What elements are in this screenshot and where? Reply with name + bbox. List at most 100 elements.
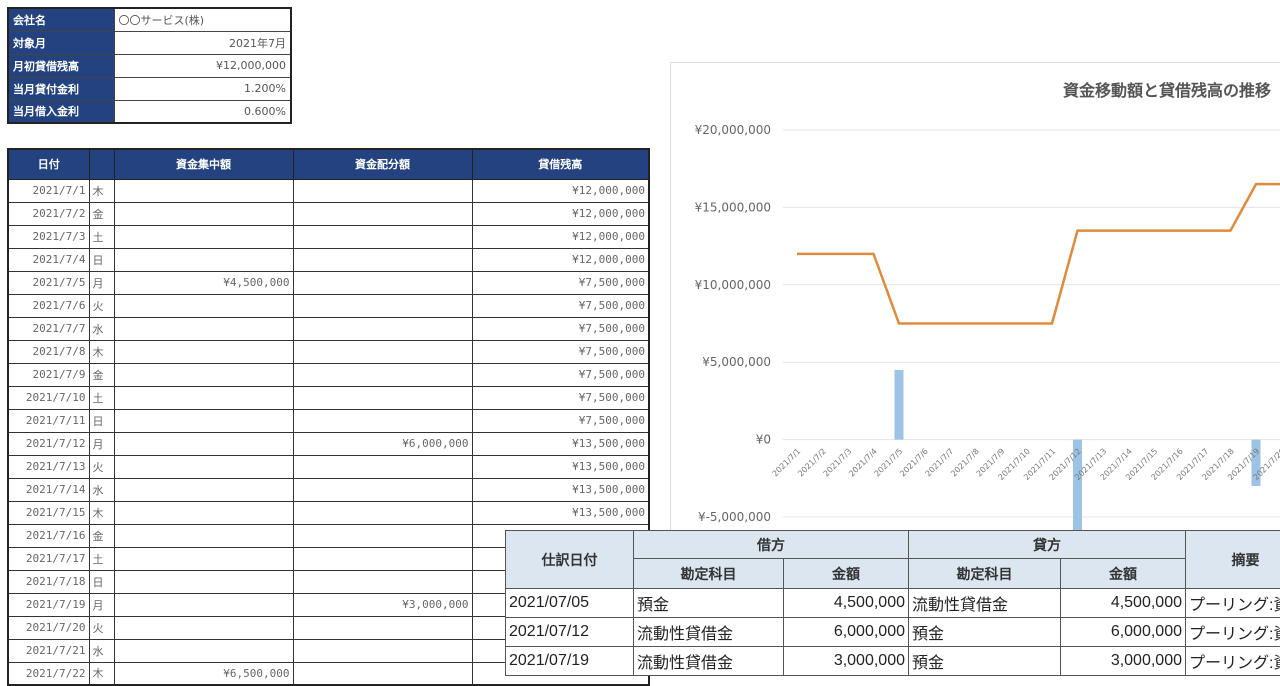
distribution-cell bbox=[293, 662, 472, 685]
header-debit-account: 勘定科目 bbox=[634, 559, 784, 589]
concentration-cell bbox=[114, 478, 293, 501]
concentration-cell bbox=[114, 363, 293, 386]
balance-cell: ¥13,500,000 bbox=[472, 501, 649, 524]
balance-cell: ¥7,500,000 bbox=[472, 409, 649, 432]
concentration-cell bbox=[114, 501, 293, 524]
header-debit-amount: 金額 bbox=[784, 559, 909, 589]
distribution-cell bbox=[293, 639, 472, 662]
weekday-cell: 土 bbox=[89, 547, 114, 570]
concentration-cell bbox=[114, 202, 293, 225]
summary: プーリング:資 bbox=[1186, 589, 1280, 618]
distribution-cell bbox=[293, 616, 472, 639]
weekday-cell: 水 bbox=[89, 317, 114, 340]
concentration-cell bbox=[114, 593, 293, 616]
concentration-cell bbox=[114, 455, 293, 478]
debit-account: 流動性貸借金 bbox=[634, 618, 784, 647]
weekday-cell: 木 bbox=[89, 501, 114, 524]
weekday-cell: 水 bbox=[89, 639, 114, 662]
distribution-cell bbox=[293, 271, 472, 294]
column-header: 日付 bbox=[8, 149, 89, 179]
y-tick-label: ¥5,000,000 bbox=[702, 355, 771, 369]
chart-svg: 資金移動額と貸借残高の推移¥20,000,000¥15,000,000¥10,0… bbox=[671, 63, 1280, 533]
distribution-cell bbox=[293, 248, 472, 271]
info-value: ¥12,000,000 bbox=[114, 54, 291, 77]
weekday-cell: 土 bbox=[89, 386, 114, 409]
date-cell: 2021/7/12 bbox=[8, 432, 89, 455]
credit-account: 流動性貸借金 bbox=[909, 589, 1061, 618]
balance-cell: ¥7,500,000 bbox=[472, 340, 649, 363]
distribution-cell bbox=[293, 547, 472, 570]
weekday-cell: 火 bbox=[89, 455, 114, 478]
summary: プーリング:資 bbox=[1186, 618, 1280, 647]
date-cell: 2021/7/19 bbox=[8, 593, 89, 616]
concentration-cell bbox=[114, 340, 293, 363]
date-cell: 2021/7/17 bbox=[8, 547, 89, 570]
weekday-cell: 月 bbox=[89, 593, 114, 616]
info-value: 2021年7月 bbox=[114, 31, 291, 54]
column-header bbox=[89, 149, 114, 179]
column-header: 資金配分額 bbox=[293, 149, 472, 179]
date-cell: 2021/7/16 bbox=[8, 524, 89, 547]
header-credit-account: 勘定科目 bbox=[909, 559, 1061, 589]
balance-chart: 資金移動額と貸借残高の推移¥20,000,000¥15,000,000¥10,0… bbox=[670, 62, 1280, 532]
weekday-cell: 金 bbox=[89, 524, 114, 547]
distribution-cell bbox=[293, 294, 472, 317]
concentration-cell bbox=[114, 432, 293, 455]
balance-cell: ¥12,000,000 bbox=[472, 225, 649, 248]
header-credit-amount: 金額 bbox=[1061, 559, 1186, 589]
journal-date: 2021/07/05 bbox=[506, 589, 634, 618]
weekday-cell: 土 bbox=[89, 225, 114, 248]
weekday-cell: 木 bbox=[89, 179, 114, 202]
debit-amount: 6,000,000 bbox=[784, 618, 909, 647]
balance-cell: ¥7,500,000 bbox=[472, 294, 649, 317]
journal-date: 2021/07/19 bbox=[506, 647, 634, 676]
date-cell: 2021/7/5 bbox=[8, 271, 89, 294]
distribution-cell bbox=[293, 570, 472, 593]
date-cell: 2021/7/11 bbox=[8, 409, 89, 432]
concentration-cell bbox=[114, 179, 293, 202]
distribution-cell bbox=[293, 455, 472, 478]
weekday-cell: 金 bbox=[89, 363, 114, 386]
info-label: 月初貸借残高 bbox=[8, 54, 114, 77]
distribution-cell bbox=[293, 386, 472, 409]
distribution-cell bbox=[293, 340, 472, 363]
bar bbox=[895, 370, 904, 440]
date-cell: 2021/7/20 bbox=[8, 616, 89, 639]
balance-cell: ¥13,500,000 bbox=[472, 432, 649, 455]
y-tick-label: ¥0 bbox=[756, 433, 771, 447]
header-journal-date: 仕訳日付 bbox=[506, 531, 634, 589]
balance-cell: ¥7,500,000 bbox=[472, 363, 649, 386]
date-cell: 2021/7/8 bbox=[8, 340, 89, 363]
concentration-cell bbox=[114, 409, 293, 432]
distribution-cell bbox=[293, 202, 472, 225]
concentration-cell bbox=[114, 639, 293, 662]
balance-cell: ¥12,000,000 bbox=[472, 202, 649, 225]
balance-cell: ¥13,500,000 bbox=[472, 455, 649, 478]
distribution-cell bbox=[293, 317, 472, 340]
info-label: 対象月 bbox=[8, 31, 114, 54]
concentration-cell: ¥6,500,000 bbox=[114, 662, 293, 685]
date-cell: 2021/7/14 bbox=[8, 478, 89, 501]
date-cell: 2021/7/2 bbox=[8, 202, 89, 225]
weekday-cell: 日 bbox=[89, 409, 114, 432]
concentration-cell bbox=[114, 248, 293, 271]
distribution-cell bbox=[293, 409, 472, 432]
header-summary: 摘要 bbox=[1186, 531, 1280, 589]
balance-cell: ¥12,000,000 bbox=[472, 248, 649, 271]
info-row: 会社名〇〇サービス(株) bbox=[8, 8, 291, 31]
distribution-cell: ¥6,000,000 bbox=[293, 432, 472, 455]
date-cell: 2021/7/15 bbox=[8, 501, 89, 524]
